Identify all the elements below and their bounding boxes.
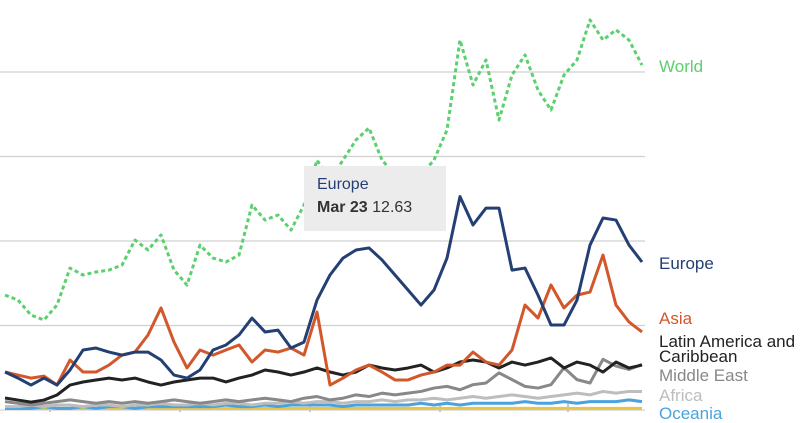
series-line: [5, 389, 642, 409]
series-line: [4, 356, 643, 404]
series-label: Middle East: [659, 366, 748, 385]
tooltip-series: Europe: [317, 176, 369, 193]
series-line: [4, 253, 643, 387]
series-line: [4, 18, 644, 322]
series-label: Africa: [659, 386, 703, 405]
series-label: Asia: [659, 309, 693, 328]
series-line: [4, 357, 643, 407]
series-label: Europe: [659, 254, 714, 273]
tooltip-date: Mar 23: [317, 199, 368, 216]
tooltip: Europe Mar 23 12.63: [304, 166, 446, 231]
series-label: Oceania: [659, 404, 723, 423]
series-label: World: [659, 57, 704, 76]
tooltip-value: 12.63: [372, 199, 413, 216]
series-line: [4, 195, 644, 387]
series-label: Latin America and Caribbean: [659, 332, 796, 366]
tooltip-row: Mar 23 12.63: [317, 199, 412, 217]
